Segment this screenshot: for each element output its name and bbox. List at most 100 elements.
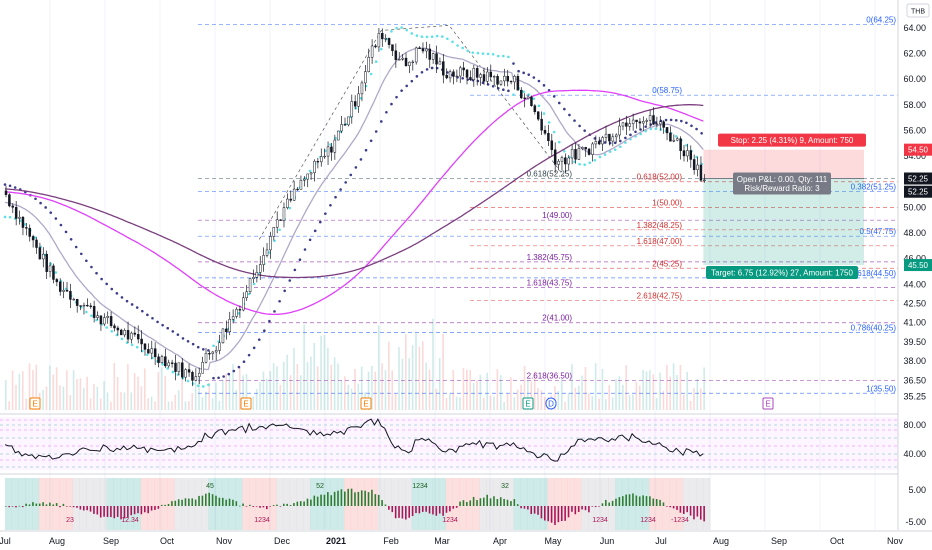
ma-dot [212,344,215,348]
fib-label: 1(50.00) [652,198,682,207]
volume-bar [598,398,600,410]
candle-body [642,121,645,124]
osc-bar [286,503,288,506]
osc-bar [245,506,248,507]
volume-bar [306,362,309,410]
osc-bar [516,504,519,506]
volume-bar [154,401,156,410]
volume-bar [323,334,326,410]
candle-body [574,149,577,160]
candle-body [99,315,103,325]
osc-label: 52 [316,483,324,490]
ma-dot [415,75,419,78]
fib-label: 2.618(36.50) [527,371,573,380]
position-tool[interactable]: Stop: 2.25 (4.31%) 9, Amount: 750 Open P&… [703,133,866,280]
candle-body [428,48,431,60]
ma-dot [54,271,58,274]
volume-bar [655,398,658,410]
candle-body [384,38,387,40]
earnings-letter: E [363,400,368,409]
volume-bar [554,386,556,410]
osc-bar [499,497,502,506]
volume-bar [642,369,644,410]
ma-dot [578,124,581,128]
osc-bar [605,499,607,506]
ma-dot [598,155,602,159]
osc-bar [693,506,695,520]
price-tick: 60.00 [903,74,926,84]
osc-bg [160,478,168,530]
osc-bar [164,504,166,506]
osc-bg [445,478,453,530]
rsi-tick: 40.00 [903,449,926,459]
candle-body [123,330,126,336]
candle-body [404,57,408,67]
osc-bar [5,506,7,507]
osc-bar [174,500,177,506]
osc-bar [466,502,468,506]
time-tick: Sep [771,536,787,546]
ma-dot [364,148,368,152]
volume-bar [676,374,678,410]
price-tick: 41.00 [903,318,926,328]
candle-body [543,129,547,134]
candle-body [648,115,652,121]
osc-bar [299,501,302,506]
ma-dot [8,184,12,188]
ma-dot [298,258,302,262]
osc-bar [608,502,611,506]
ma-dot [3,183,7,186]
volume-bar [662,390,665,410]
ma-dot [700,131,703,135]
osc-bar [86,506,88,511]
osc-bar [544,506,546,521]
volume-bar [228,374,231,410]
volume-bar [581,375,583,410]
volume-bar [208,383,210,410]
volume-bar [79,378,82,410]
candle-body [526,96,530,99]
candle-body [459,67,462,77]
rsi-pane [4,418,704,462]
candle-body [14,207,18,219]
time-tick: Oct [830,536,845,546]
osc-bar [591,506,594,507]
candle-body [360,82,364,95]
ma-dot [207,383,210,387]
osc-bar [120,506,122,520]
ma-dot [313,229,317,233]
volume-bar [327,347,329,410]
candle-body [560,157,564,162]
candle-body [604,133,608,138]
candle-body [479,74,482,78]
volume-bar [113,362,116,410]
candle-body [631,119,635,124]
osc-bar [154,506,156,510]
price-tick: 42.50 [903,299,926,309]
candle-body [438,61,442,65]
price-tick: 38.00 [903,356,926,366]
candle-body [557,160,560,165]
osc-bar [347,488,349,506]
osc-bg [432,478,440,530]
candle-body [313,161,316,173]
ma-dot [110,330,114,333]
osc-bar [482,497,485,506]
candle-body [303,178,306,181]
earnings-letter: E [525,400,530,409]
ma-dot [537,104,541,108]
volume-bar [235,389,238,410]
volume-bar [544,397,546,410]
candle-body [377,33,381,48]
oscillator-pane: 45 52 1234 32 23 12.34 1234 1234 1234 -1234 1234 [5,478,711,530]
ma-dot [39,201,42,205]
osc-bg [79,478,87,530]
ma-dot [247,353,251,357]
volume-bar [286,354,288,410]
volume-bar [299,375,302,410]
osc-bar [459,501,461,506]
pnl-tag-bg [733,172,831,195]
candle-body [140,338,143,345]
volume-bars [5,318,705,410]
